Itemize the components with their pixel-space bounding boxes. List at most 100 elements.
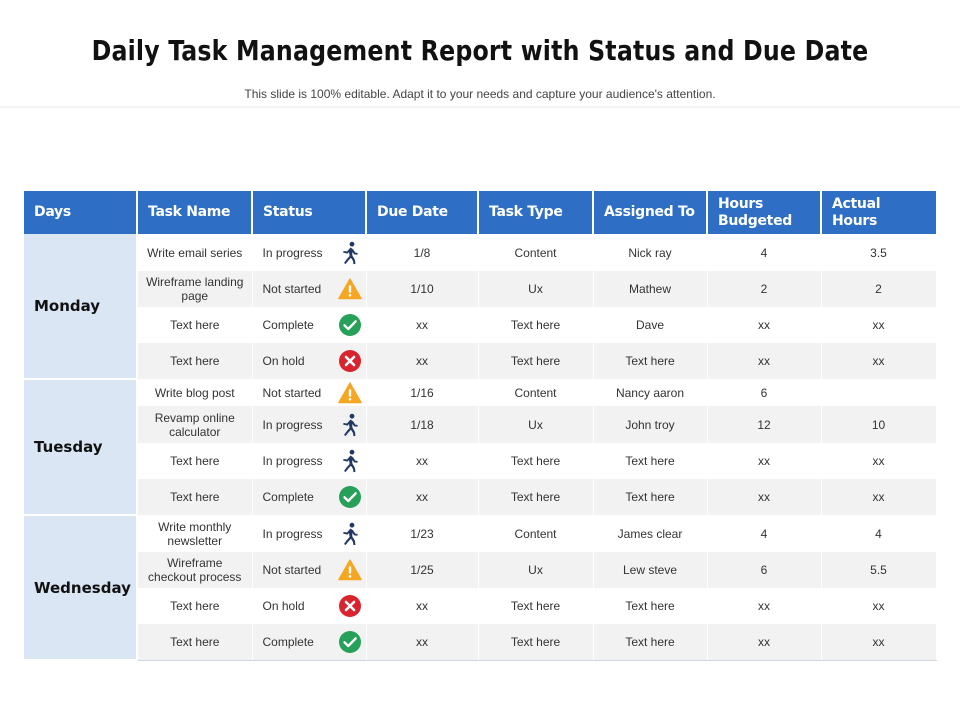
status-label: Not started [262, 282, 322, 296]
status-label: Complete [262, 490, 314, 504]
hours-budgeted-cell: xx [707, 443, 822, 479]
task-type-cell: Content [478, 515, 594, 552]
task-type-cell: Text here [478, 443, 594, 479]
task-name-cell: Text here [137, 443, 253, 479]
table-row: Text here In progress xx Text here Text here… [24, 443, 937, 479]
due-date-cell: 1/10 [366, 271, 479, 307]
task-name-cell: Text here [137, 588, 253, 624]
due-date-cell: xx [366, 624, 479, 661]
runner-icon [338, 522, 362, 546]
warning-icon [337, 277, 362, 301]
task-type-cell: Ux [478, 271, 594, 307]
header-hours-budgeted: Hours Budgeted [707, 191, 822, 234]
task-name-cell: Write email series [137, 234, 253, 271]
actual-hours-cell: 2 [821, 271, 937, 307]
due-date-cell: 1/8 [366, 234, 479, 271]
actual-hours-cell: xx [821, 443, 937, 479]
due-date-cell: 1/25 [366, 552, 479, 588]
status-label: On hold [262, 599, 305, 613]
due-date-cell: 1/23 [366, 515, 479, 552]
due-date-cell: xx [366, 443, 479, 479]
task-type-cell: Ux [478, 406, 594, 443]
header-assigned-to: Assigned To [593, 191, 708, 234]
table-row: Text here Complete xx Text here Text here xx x… [24, 479, 937, 515]
cross-icon [338, 594, 362, 618]
hours-budgeted-cell: xx [707, 624, 822, 661]
task-type-cell: Text here [478, 479, 594, 515]
assigned-to-cell: Text here [593, 479, 708, 515]
task-type-cell: Content [478, 234, 594, 271]
task-name-cell: Text here [137, 307, 253, 343]
warning-icon [337, 381, 362, 405]
status-cell: Not started [252, 271, 367, 307]
status-label: In progress [262, 526, 323, 541]
hours-budgeted-cell: 12 [707, 406, 822, 443]
header-actual-hours: Actual Hours [821, 191, 936, 234]
table-row: Monday Write email series In progress 1/8 Co… [24, 234, 937, 380]
status-label: Complete [262, 634, 314, 649]
actual-hours-cell: xx [821, 479, 937, 515]
assigned-to-cell: Text here [593, 343, 708, 379]
due-date-cell: 1/16 [366, 379, 479, 406]
task-name-cell: Wireframe landing page [137, 271, 253, 307]
due-date-cell: xx [366, 343, 479, 379]
actual-hours-cell: xx [821, 588, 937, 624]
hours-budgeted-cell: 2 [707, 271, 822, 307]
header-status: Status [252, 191, 367, 234]
status-label: In progress [262, 417, 323, 432]
runner-icon [338, 449, 362, 473]
task-type-cell: Text here [478, 588, 594, 624]
table-row: Tuesday Write blog post Not started 1/16 Con… [24, 379, 937, 516]
assigned-to-cell: Text here [593, 624, 708, 661]
due-date-cell: xx [366, 588, 479, 624]
header-divider [0, 106, 960, 109]
status-cell: On hold [252, 588, 367, 624]
actual-hours-cell [821, 379, 937, 406]
table-row: Wireframe checkout process Not started 1/2… [24, 552, 937, 588]
task-name-cell: Wireframe checkout process [137, 552, 253, 588]
table-row: Text here Complete xx Text here Text here xx x… [24, 624, 937, 661]
actual-hours-cell: 5.5 [821, 552, 937, 588]
task-name-cell: Write monthly newsletter [137, 515, 253, 552]
assigned-to-cell: Dave [593, 307, 708, 343]
check-icon [338, 630, 362, 654]
status-label: Complete [262, 318, 314, 332]
status-cell: Not started [252, 379, 367, 406]
header-task-name: Task Name [137, 191, 253, 234]
table-row: Wednesday Write monthly newsletter In prog… [24, 515, 937, 661]
table-row: Text here On hold xx Text here Text here xx xx [24, 588, 937, 624]
actual-hours-cell: 3.5 [821, 234, 937, 271]
status-cell: Complete [252, 624, 367, 661]
cross-icon [338, 349, 362, 373]
table-row: Wireframe landing page Not started 1/10 Ux M… [24, 271, 937, 307]
hours-budgeted-cell: xx [707, 343, 822, 379]
status-label: In progress [262, 245, 323, 260]
status-cell: Complete [252, 479, 367, 515]
hours-budgeted-cell: 6 [707, 379, 822, 406]
assigned-to-cell: Text here [593, 588, 708, 624]
task-type-cell: Text here [478, 624, 594, 661]
task-type-cell: Content [478, 379, 594, 406]
task-name-cell: Text here [137, 479, 253, 515]
task-table: Days Task Name Status Due Date Task Type… [24, 191, 937, 661]
actual-hours-cell: 10 [821, 406, 937, 443]
table-row: Text here On hold xx Text here Text here xx xx [24, 343, 937, 379]
header-due-date: Due Date [366, 191, 479, 234]
task-name-cell: Write blog post [137, 379, 253, 406]
assigned-to-cell: Nancy aaron [593, 379, 708, 406]
status-label: Not started [262, 385, 322, 400]
task-type-cell: Ux [478, 552, 594, 588]
check-icon [338, 485, 362, 509]
day-label: Tuesday [24, 379, 138, 516]
page-subtitle: This slide is 100% editable. Adapt it to… [244, 87, 716, 101]
hours-budgeted-cell: xx [707, 479, 822, 515]
task-name-cell: Text here [137, 624, 253, 661]
runner-icon [338, 413, 362, 437]
warning-icon [337, 558, 362, 582]
day-label: Wednesday [24, 515, 138, 661]
task-name-cell: Revamp online calculator [137, 406, 253, 443]
assigned-to-cell: Nick ray [593, 234, 708, 271]
status-label: On hold [262, 354, 305, 368]
task-type-cell: Text here [478, 307, 594, 343]
task-name-cell: Text here [137, 343, 253, 379]
